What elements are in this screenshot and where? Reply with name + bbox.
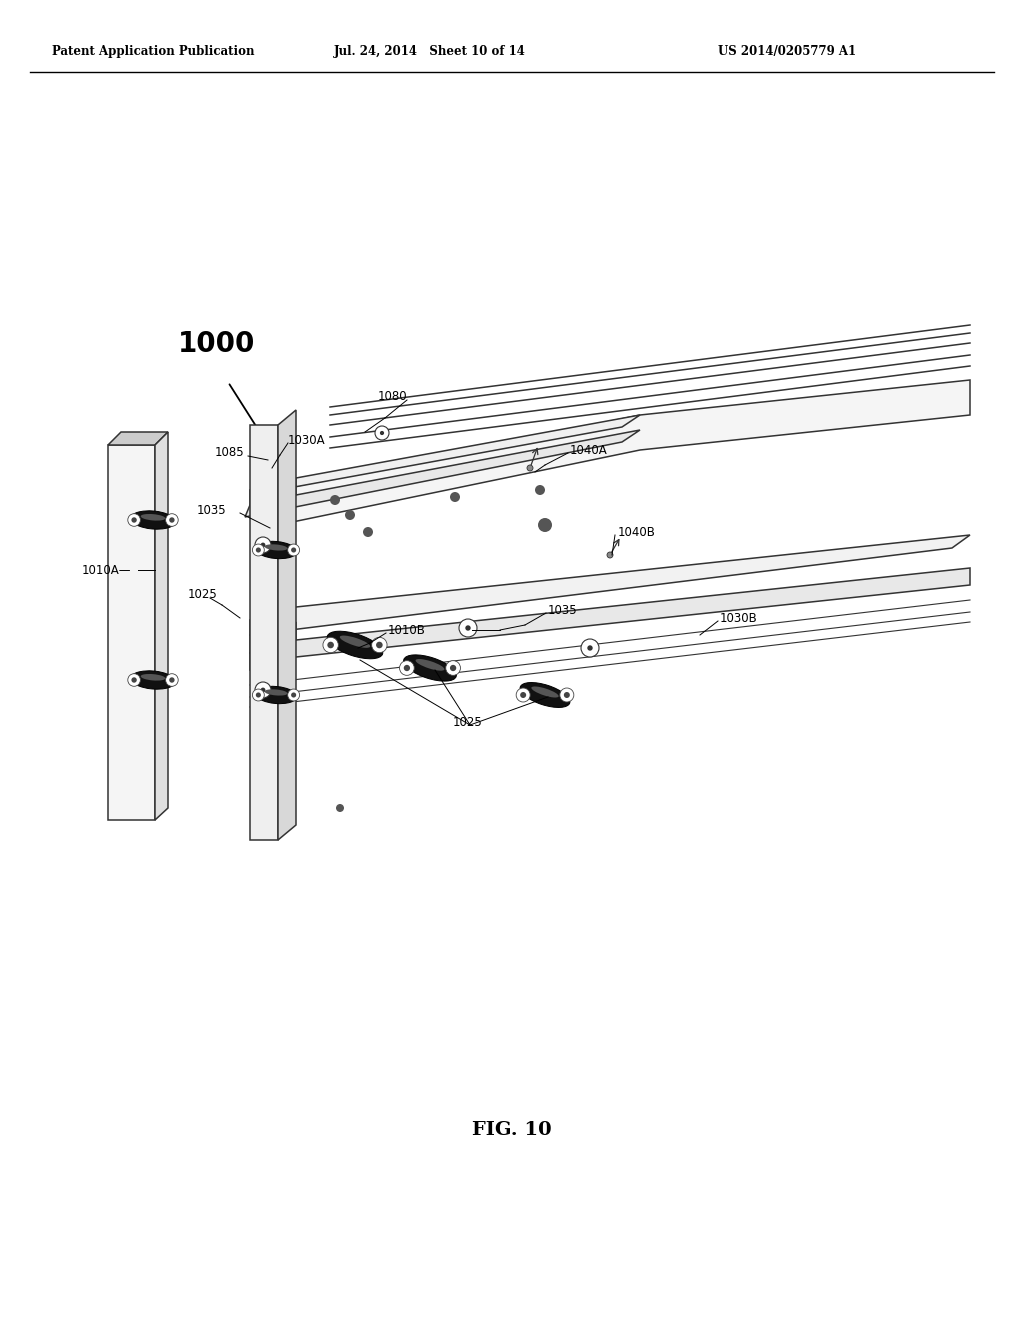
Ellipse shape [166,513,178,527]
Ellipse shape [328,631,383,659]
Text: 1025: 1025 [453,715,482,729]
Ellipse shape [372,638,387,652]
Text: 1080: 1080 [378,391,408,404]
Ellipse shape [560,688,573,702]
Ellipse shape [252,689,264,701]
Circle shape [375,426,389,440]
Text: 1000: 1000 [178,330,255,358]
Ellipse shape [445,660,461,676]
Ellipse shape [399,660,415,676]
Circle shape [256,548,261,553]
Ellipse shape [131,671,175,689]
Circle shape [169,677,175,682]
Polygon shape [155,432,168,820]
Circle shape [564,692,569,698]
Circle shape [255,537,271,553]
Ellipse shape [531,686,559,697]
Circle shape [465,626,471,631]
Text: 1040A: 1040A [570,444,608,457]
Circle shape [345,510,355,520]
Polygon shape [250,478,296,506]
Ellipse shape [166,673,178,686]
Circle shape [535,484,545,495]
Circle shape [255,682,271,698]
Ellipse shape [255,541,297,558]
Polygon shape [278,414,640,490]
Ellipse shape [288,689,300,701]
Ellipse shape [288,544,300,556]
Circle shape [291,548,296,553]
Ellipse shape [516,688,530,702]
Ellipse shape [140,675,165,681]
Text: 1010B: 1010B [388,623,426,636]
Ellipse shape [140,513,165,520]
Ellipse shape [323,638,338,652]
Text: 1035: 1035 [548,603,578,616]
Polygon shape [278,380,970,525]
Ellipse shape [403,655,457,681]
Circle shape [380,430,384,436]
Text: 1030B: 1030B [720,611,758,624]
Circle shape [403,665,410,671]
Ellipse shape [340,635,371,648]
Circle shape [376,642,383,648]
Text: 1025: 1025 [188,589,218,602]
Ellipse shape [264,544,288,550]
Text: 1010A—: 1010A— [82,564,131,577]
Ellipse shape [252,544,264,556]
Circle shape [581,639,599,657]
Ellipse shape [255,686,297,704]
Ellipse shape [416,659,444,671]
Circle shape [131,517,137,523]
Circle shape [291,693,296,697]
Polygon shape [250,535,970,635]
Circle shape [459,619,477,638]
Text: Patent Application Publication: Patent Application Publication [52,45,255,58]
Text: 1030A: 1030A [288,433,326,446]
Polygon shape [278,411,296,840]
Circle shape [330,495,340,506]
Circle shape [538,517,552,532]
Polygon shape [108,432,168,445]
Text: 1085: 1085 [215,446,245,459]
Ellipse shape [264,689,288,696]
Circle shape [607,552,613,558]
Ellipse shape [128,673,140,686]
Text: 1035: 1035 [197,503,226,516]
Ellipse shape [131,511,175,529]
Circle shape [328,642,334,648]
Circle shape [169,517,175,523]
Circle shape [450,492,460,502]
Circle shape [260,543,265,548]
Text: FIG. 10: FIG. 10 [472,1121,552,1139]
Ellipse shape [128,513,140,527]
Text: US 2014/0205779 A1: US 2014/0205779 A1 [718,45,856,58]
Ellipse shape [520,682,570,708]
Circle shape [336,804,344,812]
Polygon shape [108,445,155,820]
Polygon shape [250,568,970,671]
Circle shape [450,665,457,671]
Circle shape [131,677,137,682]
Text: 1040B: 1040B [618,525,656,539]
Polygon shape [250,425,278,840]
Circle shape [588,645,593,651]
Circle shape [520,692,526,698]
Text: Jul. 24, 2014   Sheet 10 of 14: Jul. 24, 2014 Sheet 10 of 14 [334,45,526,58]
Circle shape [260,688,265,693]
Circle shape [362,527,373,537]
Polygon shape [250,622,296,653]
Circle shape [256,693,261,697]
Circle shape [527,465,534,471]
Polygon shape [245,430,640,517]
